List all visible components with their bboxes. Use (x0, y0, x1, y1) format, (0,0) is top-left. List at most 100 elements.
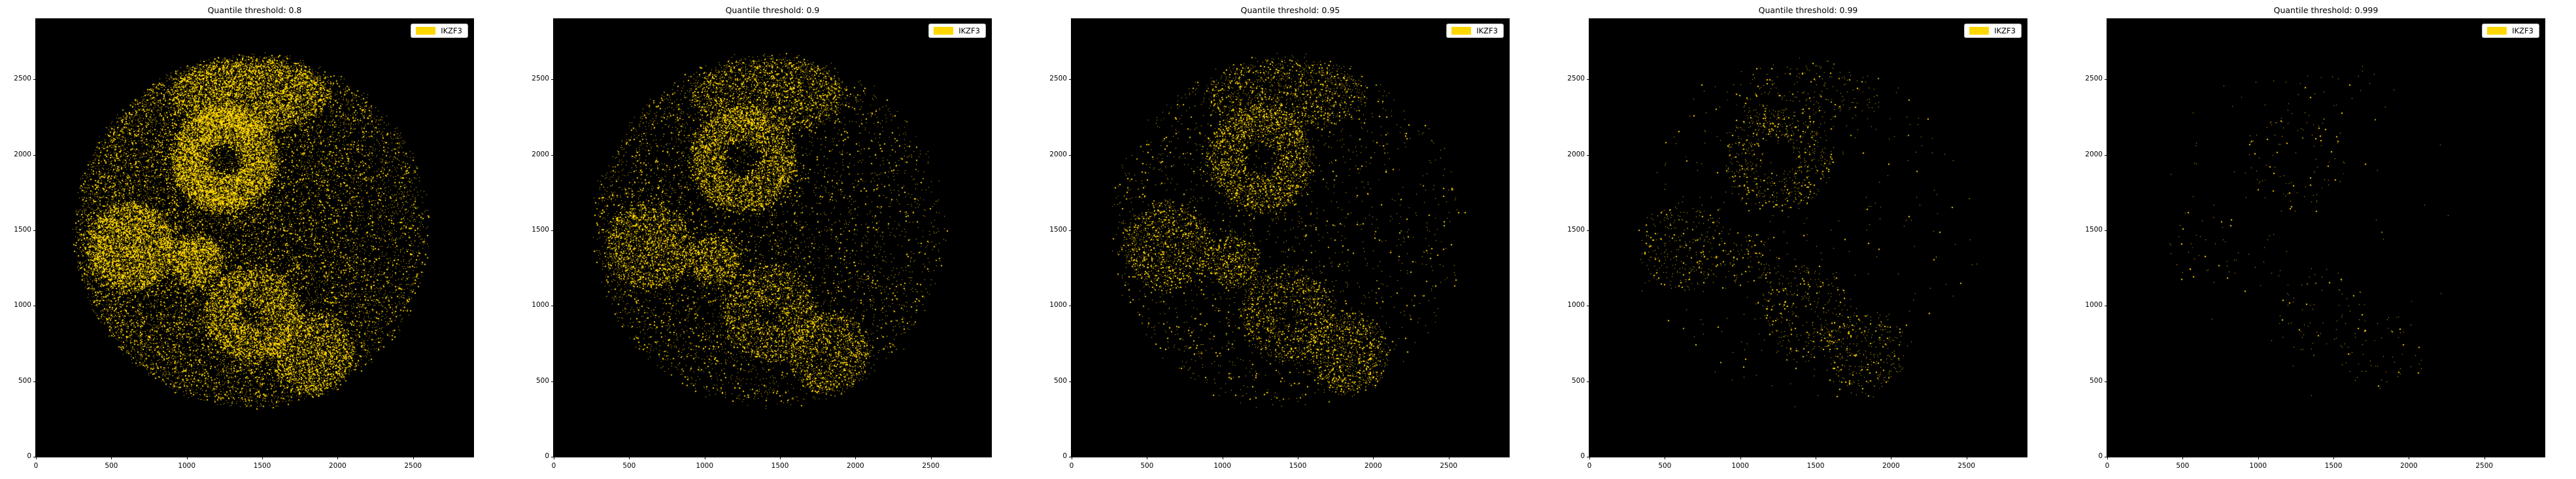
y-tick-mark (33, 79, 36, 80)
x-tick-label: 0 (1587, 462, 1592, 470)
subplot-threshold-0.95: Quantile threshold: 0.95 IKZF3 0 500 1000 1… (1049, 5, 1509, 470)
y-tick-label: 1000 (532, 301, 549, 310)
plot-area: IKZF3 (36, 19, 473, 457)
y-tick-label: 1000 (1567, 301, 1585, 310)
y-tick-mark (1069, 79, 1072, 80)
x-tick-label: 1500 (2324, 462, 2343, 470)
y-tick-mark (2105, 79, 2107, 80)
plot-title: Quantile threshold: 0.8 (207, 5, 302, 15)
x-tick-label: 0 (551, 462, 556, 470)
x-tick-mark (186, 457, 188, 459)
subplot-threshold-0.999: Quantile threshold: 0.999 IKZF3 0 500 1000… (2085, 5, 2545, 470)
y-tick-label: 1500 (14, 225, 31, 234)
x-tick-mark (2182, 457, 2184, 459)
y-tick-mark (2105, 230, 2107, 231)
legend-box: IKZF3 (411, 24, 468, 38)
y-tick-label: 500 (18, 376, 31, 385)
x-tick-label: 1000 (696, 462, 714, 470)
y-tick-label: 500 (1053, 376, 1067, 385)
y-tick-label: 1500 (532, 225, 549, 234)
y-tick-mark (1069, 154, 1072, 156)
y-tick-mark (1587, 230, 1589, 231)
y-tick-label: 0 (2098, 452, 2103, 460)
plot-title: Quantile threshold: 0.95 (1240, 5, 1340, 15)
x-tick-mark (2333, 457, 2335, 459)
x-tick-label: 0 (33, 462, 39, 470)
plot-title: Quantile threshold: 0.9 (725, 5, 820, 15)
x-tick-label: 1000 (178, 462, 196, 470)
legend-swatch-icon (2487, 27, 2507, 35)
x-tick-label: 500 (622, 462, 636, 470)
legend-box: IKZF3 (1446, 24, 1504, 38)
y-tick-label: 2000 (2085, 150, 2103, 158)
legend-swatch-icon (1451, 27, 1472, 35)
legend-box: IKZF3 (928, 24, 986, 38)
y-tick-mark (33, 154, 36, 156)
x-tick-label: 2000 (847, 462, 864, 470)
plot-area: IKZF3 (1072, 19, 1509, 457)
x-tick-label: 500 (1658, 462, 1672, 470)
plot-title: Quantile threshold: 0.99 (1758, 5, 1858, 15)
legend-swatch-icon (934, 27, 954, 35)
y-tick-label: 1000 (2085, 301, 2103, 310)
legend-label: IKZF3 (1476, 26, 1498, 35)
y-tick-mark (551, 79, 554, 80)
y-tick-mark (551, 154, 554, 156)
legend-label: IKZF3 (1994, 26, 2016, 35)
legend-box: IKZF3 (2482, 24, 2539, 38)
x-tick-mark (855, 457, 856, 459)
y-tick-label: 0 (1062, 452, 1067, 460)
x-tick-mark (262, 457, 263, 459)
y-tick-label: 2000 (1049, 150, 1067, 158)
scatter-points-canvas (1072, 19, 1509, 457)
y-tick-label: 1000 (14, 301, 31, 310)
x-tick-label: 0 (2105, 462, 2110, 470)
y-tick-label: 500 (2089, 376, 2103, 385)
x-tick-label: 1000 (1731, 462, 1750, 470)
scatter-points-canvas (2107, 19, 2545, 457)
x-tick-label: 2500 (1440, 462, 1458, 470)
y-tick-mark (1587, 154, 1589, 156)
plot-area: IKZF3 (2107, 19, 2545, 457)
x-tick-mark (2107, 457, 2108, 459)
x-tick-mark (413, 457, 414, 459)
x-tick-mark (1373, 457, 1374, 459)
x-tick-label: 2500 (922, 462, 940, 470)
y-tick-label: 2000 (1567, 150, 1585, 158)
plot-area: IKZF3 (1589, 19, 2027, 457)
plot-title: Quantile threshold: 0.999 (2273, 5, 2379, 15)
x-tick-label: 2000 (1882, 462, 1900, 470)
x-tick-label: 2500 (2475, 462, 2494, 470)
y-tick-label: 500 (1571, 376, 1585, 385)
scatter-points-canvas (36, 19, 473, 457)
x-tick-label: 2500 (404, 462, 422, 470)
x-tick-label: 1500 (1806, 462, 1825, 470)
x-tick-label: 1500 (771, 462, 789, 470)
y-tick-mark (33, 230, 36, 231)
y-tick-label: 2500 (532, 75, 549, 83)
x-tick-label: 500 (1140, 462, 1154, 470)
y-tick-label: 1000 (1049, 301, 1067, 310)
x-tick-mark (111, 457, 112, 459)
x-tick-label: 0 (1069, 462, 1074, 470)
y-tick-mark (1069, 381, 1072, 382)
x-tick-label: 1000 (2249, 462, 2267, 470)
y-tick-mark (2105, 381, 2107, 382)
x-tick-mark (1740, 457, 1741, 459)
y-tick-label: 500 (535, 376, 549, 385)
x-tick-mark (1589, 457, 1590, 459)
y-tick-mark (2105, 154, 2107, 156)
x-tick-mark (930, 457, 932, 459)
y-tick-label: 2500 (1049, 75, 1067, 83)
x-tick-mark (629, 457, 630, 459)
y-tick-label: 0 (1580, 452, 1585, 460)
x-tick-mark (36, 457, 37, 459)
y-tick-label: 2000 (14, 150, 31, 158)
y-tick-mark (1069, 230, 1072, 231)
x-tick-label: 2500 (1957, 462, 1976, 470)
x-tick-mark (780, 457, 781, 459)
y-tick-label: 1500 (2085, 225, 2103, 234)
y-tick-label: 2500 (14, 75, 31, 83)
x-tick-label: 2000 (2400, 462, 2418, 470)
y-tick-mark (33, 381, 36, 382)
